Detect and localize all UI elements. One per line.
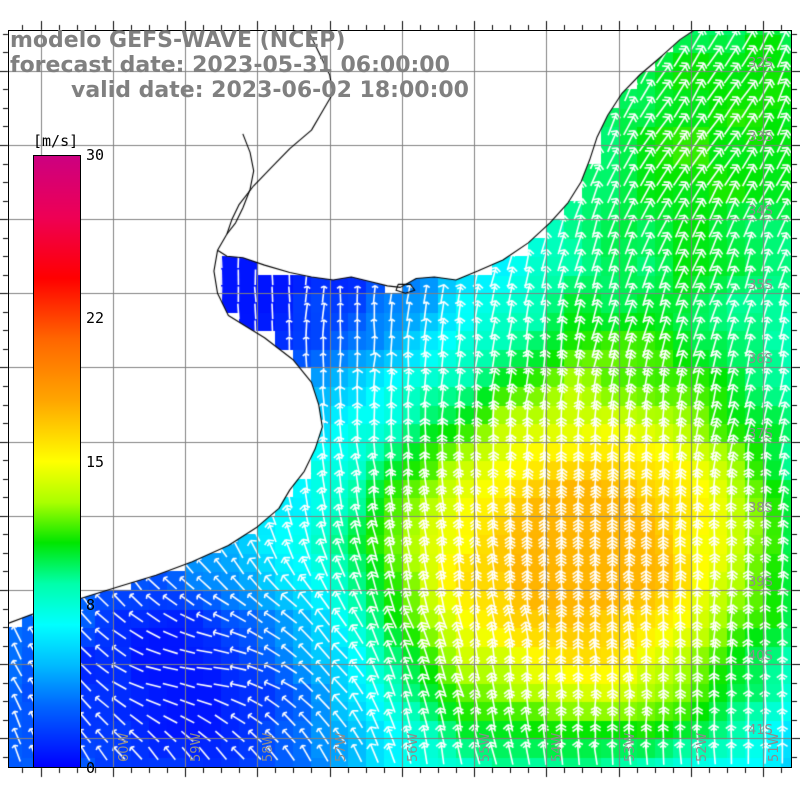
colorbar-tick-30: 30 xyxy=(86,146,105,164)
colorbar-tick-22: 22 xyxy=(86,309,105,328)
colorbar-tick-15: 15 xyxy=(86,452,105,471)
lon-tick-53W: 53W xyxy=(622,732,638,762)
lon-tick-52W: 52W xyxy=(694,732,710,762)
lat-tick-33S: 33S xyxy=(748,129,773,145)
lat-tick-40S: 40S xyxy=(748,649,773,665)
lat-tick-36S: 36S xyxy=(748,352,773,368)
lat-tick-41S: 41S xyxy=(748,723,773,739)
lon-tick-54W: 54W xyxy=(550,732,566,762)
model-name-line: modelo GEFS-WAVE (NCEP) xyxy=(10,28,346,53)
map-clip xyxy=(8,30,792,768)
lon-tick-59W: 59W xyxy=(189,732,205,762)
lon-tick-55W: 55W xyxy=(478,732,494,762)
lat-tick-39S: 39S xyxy=(748,574,773,590)
coastline-layer xyxy=(8,30,792,768)
lat-tick-38S: 38S xyxy=(748,500,773,516)
colorbar-tick-0: 0 xyxy=(86,759,96,777)
valid-date-line: valid date: 2023-06-02 18:00:00 xyxy=(71,78,469,103)
colorbar-unit-label: [m/s] xyxy=(33,132,79,150)
lon-tick-60W: 60W xyxy=(116,732,132,762)
lat-tick-34S: 34S xyxy=(748,204,773,220)
lat-tick-32S: 32S xyxy=(748,55,773,71)
lon-tick-57W: 57W xyxy=(333,732,349,762)
lon-tick-58W: 58W xyxy=(261,732,277,762)
colorbar-tick-8: 8 xyxy=(86,595,96,614)
forecast-date-line: forecast date: 2023-05-31 06:00:00 xyxy=(10,53,450,78)
map-plot-area[interactable] xyxy=(8,30,792,768)
lat-tick-37S: 37S xyxy=(748,426,773,442)
map-title-block: modelo GEFS-WAVE (NCEP) forecast date: 2… xyxy=(10,28,530,103)
lon-tick-56W: 56W xyxy=(405,732,421,762)
lat-tick-35S: 35S xyxy=(748,278,773,294)
colorbar-gradient-bar xyxy=(33,155,81,768)
